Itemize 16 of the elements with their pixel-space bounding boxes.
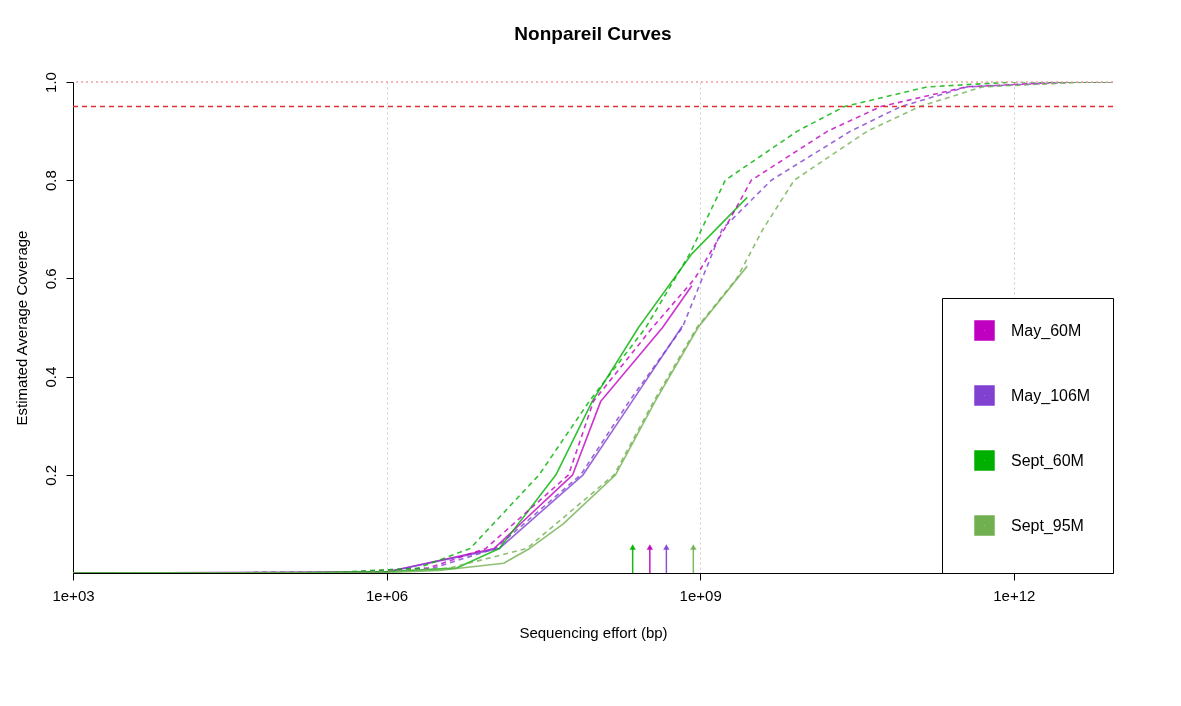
x-tick-label: 1e+09 bbox=[679, 586, 722, 604]
y-tick-label: 0.2 bbox=[41, 464, 59, 486]
x-tick-label: 1e+03 bbox=[52, 586, 95, 604]
x-axis-title: Sequencing effort (bp) bbox=[519, 623, 668, 641]
x-tick-label: 1e+12 bbox=[993, 586, 1036, 604]
y-axis-title: Estimated Average Coverage bbox=[12, 230, 30, 426]
y-tick-label: 0.4 bbox=[41, 366, 59, 388]
y-tick-label: 0.6 bbox=[41, 268, 59, 290]
legend-label: Sept_95M bbox=[1011, 516, 1084, 535]
chart-title: Nonpareil Curves bbox=[514, 22, 672, 44]
legend-label: Sept_60M bbox=[1011, 451, 1084, 470]
x-tick-label: 1e+06 bbox=[366, 586, 409, 604]
legend-label: May_60M bbox=[1011, 321, 1082, 340]
y-tick-label: 0.8 bbox=[41, 170, 59, 192]
y-tick-label: 1.0 bbox=[41, 72, 59, 93]
legend-label: May_106M bbox=[1011, 386, 1091, 405]
